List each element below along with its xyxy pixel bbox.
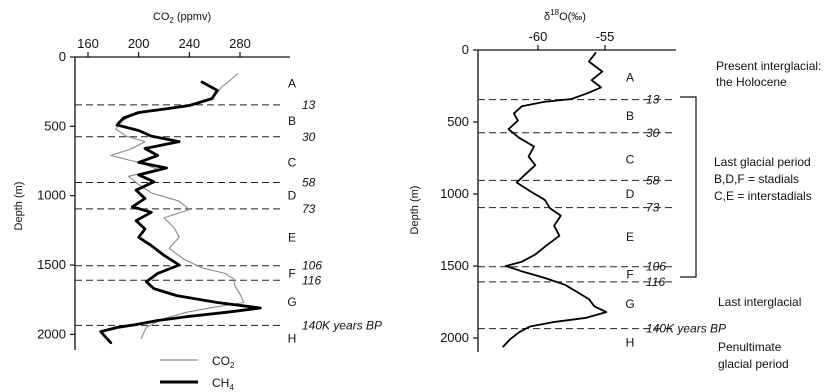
ch4-series-line: [99, 80, 262, 345]
penultimate-note-line1: Penultimate: [718, 340, 782, 354]
legend: CO2 CH4: [160, 354, 235, 392]
zone-label: D: [626, 187, 635, 201]
right-boundaries: [478, 99, 676, 330]
zone-label: C: [626, 152, 635, 166]
x-tick-label: 160: [77, 36, 99, 51]
left-y-axis-title: Depth (m): [13, 182, 25, 231]
right-x-ticks: -60 -55: [529, 29, 615, 50]
age-label: 30: [302, 130, 316, 144]
y-tick-label: 0: [462, 42, 469, 57]
x-tick-label: -60: [529, 29, 548, 44]
delta18o-series-line: [502, 52, 608, 348]
right-x-axis-title: δ18O(‰): [544, 8, 586, 23]
y-tick-label: 2000: [37, 326, 66, 341]
co2-series-line: [110, 73, 245, 340]
legend-co2-label: CO2: [212, 354, 235, 370]
right-series: [502, 52, 608, 348]
zone-label: E: [288, 230, 296, 244]
age-label: 116: [302, 273, 321, 287]
left-x-axis-title: CO2 (ppmv): [153, 11, 211, 25]
left-panel: CO2 (ppmv) 160 200 240 280 0 500 1000 1500 2000…: [13, 11, 382, 392]
age-label: 140K years BP: [302, 318, 382, 332]
x-tick-label: 200: [128, 36, 150, 51]
left-boundaries: [75, 104, 283, 326]
right-y-axis-title: Depth (m): [409, 186, 421, 235]
age-label: 13: [646, 93, 660, 107]
x-tick-label: -55: [596, 29, 615, 44]
age-label: 140K years BP: [646, 322, 726, 336]
period-annotations: Present interglacial: the Holocene Last …: [714, 59, 821, 371]
holocene-note-line2: the Holocene: [716, 75, 787, 89]
left-series: [99, 73, 262, 345]
glacial-note-line2: B,D,F = stadials: [714, 172, 799, 186]
age-label: 106: [302, 259, 322, 273]
y-tick-label: 1500: [440, 258, 469, 273]
zone-label: G: [625, 297, 634, 311]
zone-label: C: [288, 155, 297, 169]
y-tick-label: 1000: [37, 188, 66, 203]
y-tick-label: 500: [447, 114, 469, 129]
age-label: 30: [646, 126, 660, 140]
zone-label: B: [288, 114, 296, 128]
age-label: 73: [646, 201, 660, 215]
zone-label: B: [626, 109, 634, 123]
zone-label: A: [288, 76, 296, 90]
age-label: 106: [646, 260, 666, 274]
zone-label: E: [626, 230, 634, 244]
zone-label: H: [626, 335, 635, 349]
last-interglacial-note: Last interglacial: [718, 295, 801, 309]
age-label: 58: [646, 173, 660, 187]
x-tick-label: 240: [178, 36, 200, 51]
holocene-note-line1: Present interglacial:: [716, 59, 821, 73]
x-tick-label: 280: [229, 36, 251, 51]
y-tick-label: 2000: [440, 330, 469, 345]
legend-ch4-label: CH4: [212, 376, 234, 392]
y-tick-label: 500: [44, 118, 66, 133]
right-zone-labels: A B C D E F G H: [625, 70, 634, 349]
glacial-note-line1: Last glacial period: [714, 155, 811, 169]
zone-label: G: [287, 295, 296, 309]
y-tick-label: 0: [59, 49, 66, 64]
age-label: 58: [302, 176, 316, 190]
penultimate-note-line2: glacial period: [718, 357, 789, 371]
glacial-note-line3: C,E = interstadials: [714, 189, 812, 203]
right-panel: δ18O(‰) -60 -55 0 500 1000 1500 2000 Depth (m…: [409, 8, 821, 371]
left-zone-labels: A B C D E F G H: [287, 76, 296, 345]
age-label: 13: [302, 98, 316, 112]
zone-label: F: [626, 268, 633, 282]
glacial-period-bracket: [680, 96, 697, 278]
y-tick-label: 1500: [37, 257, 66, 272]
y-tick-label: 1000: [440, 186, 469, 201]
zone-label: F: [288, 266, 295, 280]
left-x-ticks: 160 200 240 280: [77, 36, 251, 57]
age-label: 73: [302, 202, 316, 216]
left-y-ticks: 0 500 1000 1500 2000: [37, 49, 75, 341]
right-y-ticks: 0 500 1000 1500 2000: [440, 42, 478, 345]
zone-label: D: [288, 189, 297, 203]
zone-label: A: [626, 70, 634, 84]
zone-label: H: [288, 332, 297, 346]
age-label: 116: [646, 275, 665, 289]
